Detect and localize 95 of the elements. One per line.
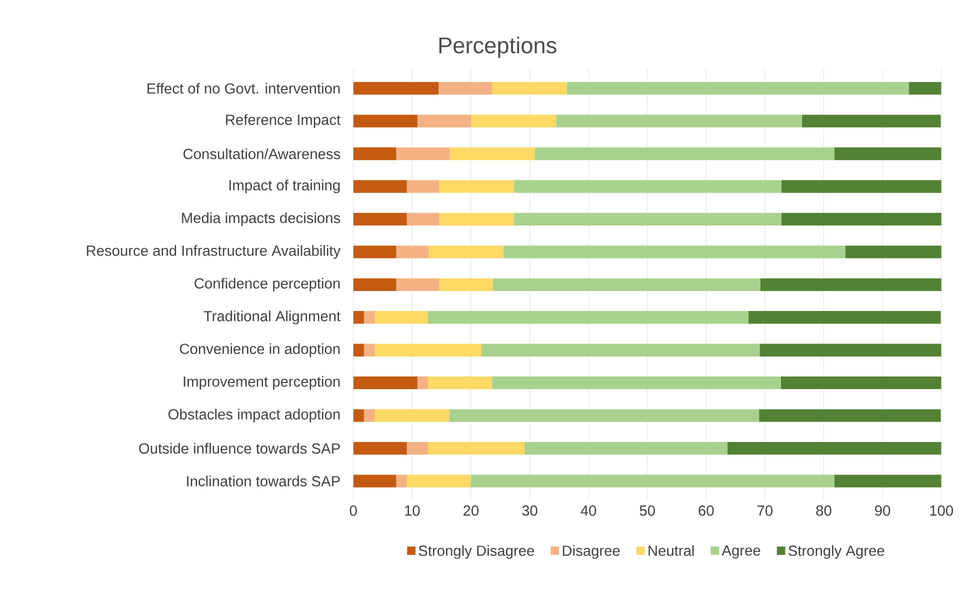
bar	[834, 474, 942, 488]
bar	[802, 114, 941, 128]
bar	[353, 114, 418, 128]
bar	[353, 246, 396, 258]
bar	[428, 376, 492, 390]
bar	[760, 278, 942, 291]
bar	[353, 376, 418, 390]
x-tick-label: 70	[758, 505, 773, 516]
bar	[406, 212, 440, 226]
bar	[396, 278, 440, 291]
y-tick-label: Effect of no Govt. intervention	[148, 82, 340, 94]
bar	[439, 180, 514, 193]
bar	[492, 278, 760, 291]
bar	[439, 212, 514, 226]
bar	[364, 409, 375, 422]
legend-label: Strongly Agree	[788, 545, 884, 559]
x-tick-label: 60	[698, 505, 714, 516]
bar	[514, 212, 782, 226]
bar	[535, 147, 834, 160]
bar	[353, 278, 396, 291]
y-tick-label: Improvement perception	[184, 376, 340, 390]
bar	[781, 180, 942, 193]
bar	[353, 442, 407, 455]
bar	[353, 344, 364, 356]
x-tick-label: 90	[875, 505, 890, 516]
y-tick-label: Convenience in adoption	[180, 343, 340, 357]
y-tick-label: Traditional Alignment	[204, 310, 340, 324]
bar	[470, 114, 556, 128]
bar	[449, 409, 760, 422]
y-tick-label: Media impacts decisions	[182, 212, 340, 226]
bar	[406, 474, 471, 488]
x-tick-label: 80	[816, 505, 832, 516]
y-tick-label: Resource and Infrastructure Availability	[86, 245, 341, 259]
bar	[353, 409, 364, 422]
bar	[406, 180, 440, 193]
bar	[417, 114, 471, 128]
x-tick-label: 100	[930, 505, 953, 516]
bar	[353, 474, 396, 488]
bar	[374, 409, 450, 422]
bar	[417, 376, 428, 390]
bar	[492, 82, 567, 95]
legend-label: Disagree	[562, 545, 620, 559]
x-tick-label: 50	[640, 505, 655, 516]
bar	[374, 311, 428, 324]
legend-label: Agree	[722, 545, 760, 559]
bar	[353, 147, 396, 160]
legend-label: Neutral	[648, 545, 694, 556]
chart-title: Perceptions	[439, 36, 556, 58]
bar	[396, 474, 407, 488]
legend-label: Strongly Disagree	[418, 545, 534, 559]
bar	[780, 376, 942, 390]
bar	[353, 311, 364, 324]
bar	[781, 212, 942, 226]
y-tick-label: Consultation/Awareness	[183, 148, 340, 160]
bar	[396, 246, 429, 258]
x-tick-label: 10	[405, 505, 420, 516]
bar	[834, 147, 942, 160]
bar	[727, 442, 942, 455]
bar	[759, 409, 941, 422]
bar	[364, 311, 375, 324]
bar	[428, 246, 504, 258]
bar	[470, 474, 834, 488]
bar	[748, 311, 941, 324]
y-tick-label: Inclination towards SAP	[187, 476, 340, 486]
y-tick-label: Reference Impact	[226, 114, 340, 128]
x-tick-label: 20	[464, 505, 478, 516]
bar	[450, 147, 536, 160]
x-tick-label: 30	[522, 505, 538, 516]
bar	[353, 82, 439, 95]
y-tick-label: Outside influence towards SAP	[139, 442, 340, 454]
bar	[353, 212, 407, 226]
bar	[760, 344, 942, 356]
bar	[524, 442, 728, 455]
bar	[556, 114, 802, 128]
bar	[374, 344, 482, 356]
bar	[428, 311, 748, 324]
bar	[845, 246, 942, 258]
bar	[503, 246, 846, 258]
y-tick-label: Confidence perception	[194, 278, 340, 292]
x-tick-label: 0	[350, 505, 357, 516]
bar	[439, 278, 493, 291]
bar	[492, 376, 781, 390]
y-tick-label: Impact of training	[229, 180, 340, 194]
x-tick-label: 40	[580, 505, 596, 516]
y-tick-label: Obstacles impact adoption	[168, 408, 340, 422]
bar	[908, 82, 942, 95]
bar	[514, 180, 782, 193]
bar	[364, 344, 375, 356]
bar	[428, 442, 524, 455]
bar	[566, 82, 909, 95]
bar	[406, 442, 428, 455]
bar	[438, 82, 492, 95]
bar	[396, 147, 450, 160]
bar	[482, 344, 760, 356]
bar	[353, 180, 407, 193]
